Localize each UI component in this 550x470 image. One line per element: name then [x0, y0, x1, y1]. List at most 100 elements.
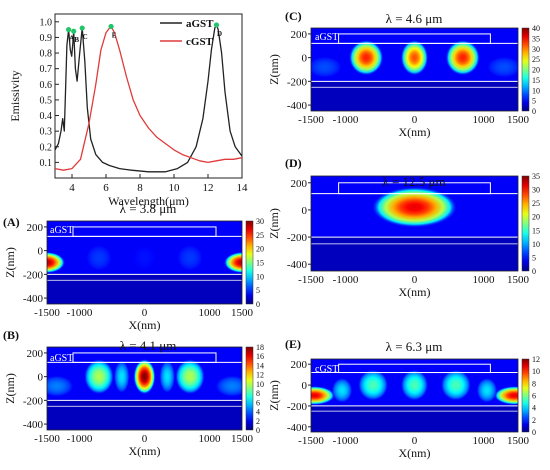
x-tick-label: 0 — [412, 114, 418, 126]
peak-marker-A — [66, 27, 72, 33]
z-tick-label: -200 — [287, 401, 308, 413]
legend-label-aGST: aGST — [186, 18, 214, 30]
peak-label-E: E — [112, 31, 117, 39]
peak-marker-E — [108, 23, 114, 30]
z-tick-label: -200 — [23, 395, 44, 407]
colorbar-tick-label: 20 — [532, 66, 540, 75]
colorbar-tick-label: 14 — [256, 361, 264, 370]
colorbar-tick-label: 0 — [256, 426, 260, 435]
colorbar-tick-label: 12 — [532, 355, 540, 364]
x-tick-label: -1500 — [34, 307, 60, 319]
colorbar-tick-label: 2 — [256, 417, 260, 426]
colorbar-tick-label: 10 — [532, 367, 540, 376]
x-tick-label: -1000 — [333, 435, 359, 447]
wavelength-title: λ = 4.1 μm — [120, 338, 177, 353]
z-axis-label: Z(nm) — [267, 54, 281, 85]
z-tick-label: -400 — [287, 422, 308, 434]
x-tick-label: 1000 — [199, 307, 222, 319]
field-image — [311, 28, 518, 111]
field-hotspot — [400, 369, 429, 401]
x-axis-label: X(nm) — [399, 446, 431, 460]
colorbar-tick-label: 5 — [256, 286, 260, 295]
x-tick-label: 8 — [137, 182, 143, 194]
map-frame — [310, 27, 519, 112]
colorbar-tick-label: 10 — [256, 272, 264, 281]
y-tick-label: 0.2 — [40, 142, 53, 153]
x-axis-label: Wavelength(μm) — [108, 194, 189, 208]
z-tick-label: -200 — [287, 76, 308, 88]
colorbar — [245, 346, 254, 431]
substrate-region — [47, 274, 242, 304]
colorbar-tick-label: 4 — [256, 408, 260, 417]
peak-label-B: B — [74, 36, 79, 44]
field-hotspot — [223, 251, 242, 274]
y-tick-label: 0.3 — [40, 127, 53, 138]
colorbar-tick-label: 6 — [256, 398, 260, 407]
field-map-b: -1500 -1000 0 1000 15002000-200-400X(nm)Z(nm… — [3, 328, 264, 458]
colorbar-tick-label: 8 — [256, 389, 260, 398]
x-tick-label: 1500 — [231, 433, 254, 445]
peak-marker-D — [213, 22, 220, 28]
y-tick-label: 1.0 — [40, 17, 53, 28]
legend-label-cGST: cGST — [186, 36, 214, 48]
colorbar-tick-label: 8 — [532, 379, 536, 388]
x-tick-label: 1000 — [473, 435, 496, 447]
x-axis-label: X(nm) — [129, 444, 161, 458]
colorbar-tick-label: 16 — [256, 352, 264, 361]
z-tick-label: -200 — [287, 232, 308, 244]
field-hotspot — [47, 375, 74, 397]
x-tick-label: 0 — [412, 435, 418, 447]
x-tick-label: 1000 — [473, 114, 496, 126]
colorbar-tick-label: 2 — [532, 416, 536, 425]
z-axis-label: Z(nm) — [3, 373, 17, 404]
colorbar-tick-label: 40 — [532, 24, 540, 33]
y-tick-label: 0.5 — [40, 95, 53, 106]
z-tick-label: 0 — [302, 53, 308, 65]
wavelength-title: λ = 4.6 μm — [386, 11, 443, 26]
z-tick-label: 200 — [27, 348, 44, 360]
colorbar — [521, 358, 530, 433]
peak-marker-B — [71, 28, 77, 34]
colorbar-tick-label: 15 — [532, 76, 540, 85]
wavelength-title: λ = 3.8 μm — [120, 201, 177, 216]
field-hotspot — [47, 251, 66, 274]
z-tick-label: 200 — [291, 178, 308, 190]
colorbar — [245, 220, 254, 305]
x-tick-label: 1500 — [231, 307, 254, 319]
field-map-d: -1500 -1000 0 1000 15002000-200-400X(nm)Z(nm… — [267, 156, 540, 299]
map-frame — [46, 220, 243, 305]
colorbar-tick-label: 0 — [256, 300, 260, 309]
y-axis-label: Emissivity — [8, 70, 22, 121]
panel-label: (C) — [285, 9, 302, 23]
z-axis-label: Z(nm) — [267, 208, 281, 239]
field-image — [311, 359, 518, 432]
field-hotspot — [84, 358, 114, 395]
field-hotspot — [177, 244, 203, 271]
colorbar-tick-label: 15 — [256, 259, 264, 268]
peak-label-A: A — [69, 35, 74, 43]
panel-label: (D) — [285, 156, 302, 170]
colorbar-tick-label: 25 — [256, 231, 264, 240]
x-tick-label: -1000 — [67, 307, 93, 319]
colorbar-tick-label: 12 — [256, 371, 264, 380]
z-tick-label: 200 — [291, 29, 308, 41]
wavelength-title: λ = 12.5 μm — [382, 174, 445, 189]
panel-label: (E) — [285, 337, 301, 351]
colorbar-tick-label: 10 — [532, 86, 540, 95]
field-hotspot — [159, 360, 176, 394]
colorbar-tick-label: 10 — [532, 240, 540, 249]
substrate-region — [47, 400, 242, 430]
colorbar-tick-label: 18 — [256, 343, 264, 352]
x-tick-label: 14 — [237, 182, 249, 194]
x-tick-label: 1500 — [507, 274, 530, 286]
field-map-e: -1500 -1000 0 1000 15002000-200-400X(nm)Z(nm… — [267, 337, 540, 460]
material-label: aGST — [50, 353, 73, 364]
colorbar-tick-label: 0 — [532, 267, 536, 276]
field-hotspot — [175, 358, 205, 395]
colorbar-tick-label: 20 — [532, 213, 540, 222]
x-tick-label: -1000 — [333, 274, 359, 286]
colorbar-tick-label: 25 — [532, 199, 540, 208]
x-tick-label: -1500 — [298, 114, 324, 126]
colorbar — [521, 175, 530, 272]
